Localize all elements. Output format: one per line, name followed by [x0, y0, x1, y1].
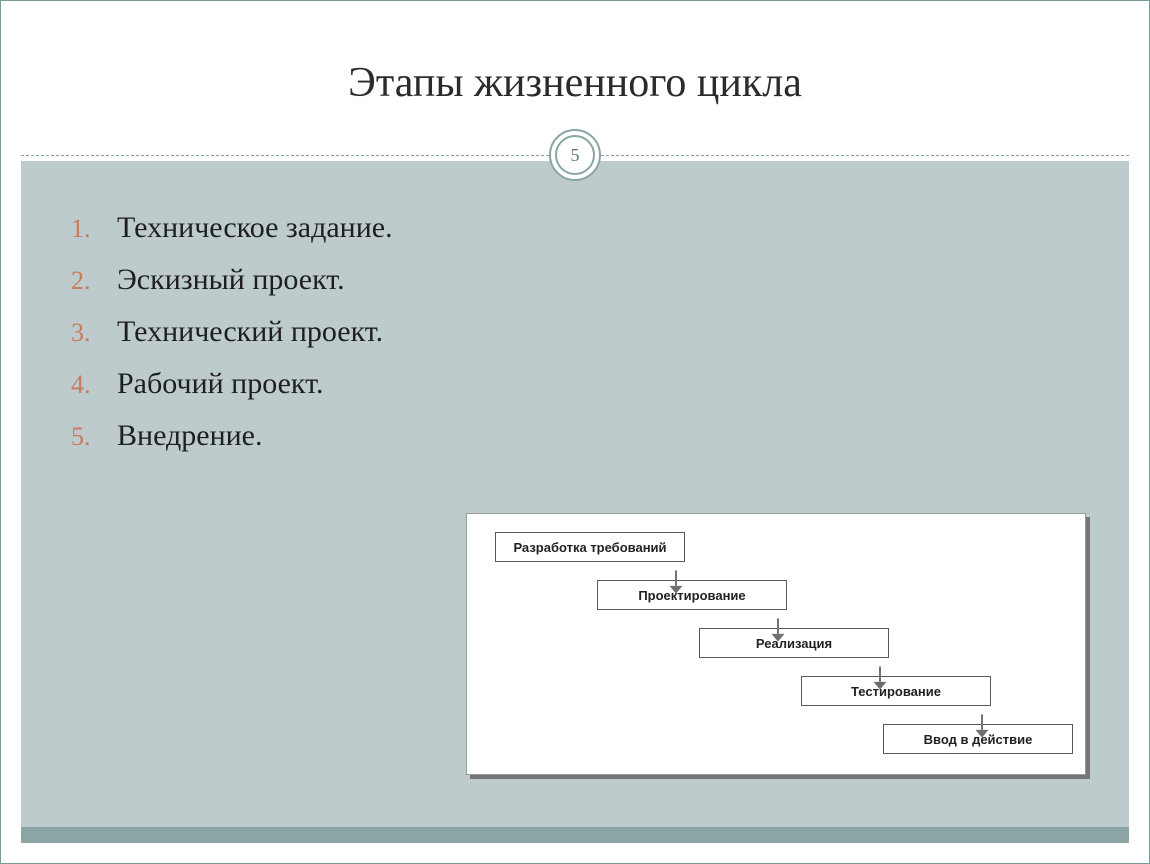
- list-number: 1.: [71, 214, 117, 244]
- list-text: Внедрение.: [117, 419, 263, 453]
- list-text: Технический проект.: [117, 315, 383, 349]
- stage-list: 1. Техническое задание. 2. Эскизный прое…: [71, 211, 393, 471]
- list-item: 5. Внедрение.: [71, 419, 393, 453]
- diagram-arrow: [667, 562, 685, 602]
- diagram-step: Разработка требований: [495, 532, 685, 562]
- list-item: 2. Эскизный проект.: [71, 263, 393, 297]
- list-text: Эскизный проект.: [117, 263, 345, 297]
- slide-title: Этапы жизненного цикла: [1, 59, 1149, 107]
- diagram-arrow: [973, 706, 991, 746]
- list-number: 4.: [71, 370, 117, 400]
- diagram-arrow: [871, 658, 889, 698]
- body-area: 1. Техническое задание. 2. Эскизный прое…: [21, 161, 1129, 827]
- diagram-arrow: [769, 610, 787, 650]
- slide: Этапы жизненного цикла 5 1. Техническое …: [0, 0, 1150, 864]
- list-text: Техническое задание.: [117, 211, 393, 245]
- list-item: 3. Технический проект.: [71, 315, 393, 349]
- list-text: Рабочий проект.: [117, 367, 323, 401]
- page-number: 5: [555, 135, 595, 175]
- diagram-step: Проектирование: [597, 580, 787, 610]
- list-number: 2.: [71, 266, 117, 296]
- page-number-badge: 5: [549, 129, 601, 181]
- diagram-step: Реализация: [699, 628, 889, 658]
- footer-bar: [21, 827, 1129, 843]
- list-item: 1. Техническое задание.: [71, 211, 393, 245]
- waterfall-diagram: Разработка требований Проектирование Реали…: [466, 513, 1086, 775]
- diagram-step: Тестирование: [801, 676, 991, 706]
- list-number: 3.: [71, 318, 117, 348]
- list-item: 4. Рабочий проект.: [71, 367, 393, 401]
- list-number: 5.: [71, 422, 117, 452]
